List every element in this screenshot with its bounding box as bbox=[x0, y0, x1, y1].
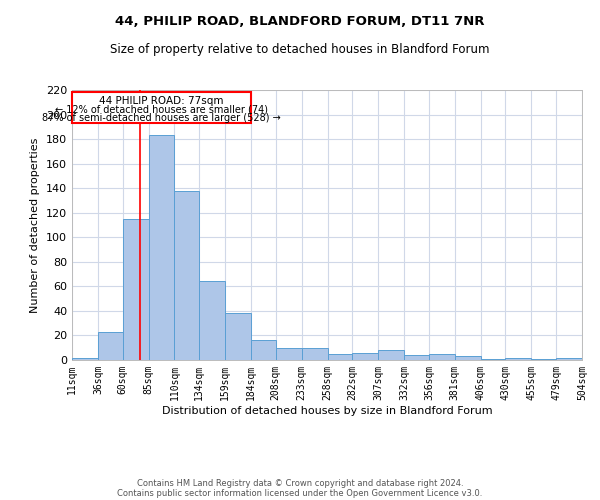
Text: 44 PHILIP ROAD: 77sqm: 44 PHILIP ROAD: 77sqm bbox=[99, 96, 224, 106]
Text: ← 12% of detached houses are smaller (74): ← 12% of detached houses are smaller (74… bbox=[55, 104, 268, 115]
Bar bbox=[98, 332, 122, 360]
Bar bbox=[175, 190, 199, 360]
Bar bbox=[505, 358, 532, 360]
Bar bbox=[72, 358, 98, 360]
Bar bbox=[481, 359, 505, 360]
Bar bbox=[302, 348, 328, 360]
Bar bbox=[404, 355, 429, 360]
Text: Size of property relative to detached houses in Blandford Forum: Size of property relative to detached ho… bbox=[110, 42, 490, 56]
Bar bbox=[352, 352, 378, 360]
Bar bbox=[72, 92, 251, 123]
Bar bbox=[225, 314, 251, 360]
Bar bbox=[532, 359, 556, 360]
Bar bbox=[149, 136, 175, 360]
Text: 44, PHILIP ROAD, BLANDFORD FORUM, DT11 7NR: 44, PHILIP ROAD, BLANDFORD FORUM, DT11 7… bbox=[115, 15, 485, 28]
Bar bbox=[556, 358, 582, 360]
Y-axis label: Number of detached properties: Number of detached properties bbox=[31, 138, 40, 312]
X-axis label: Distribution of detached houses by size in Blandford Forum: Distribution of detached houses by size … bbox=[161, 406, 493, 415]
Bar bbox=[429, 354, 455, 360]
Text: 87% of semi-detached houses are larger (528) →: 87% of semi-detached houses are larger (… bbox=[42, 113, 281, 123]
Bar bbox=[251, 340, 276, 360]
Text: Contains HM Land Registry data © Crown copyright and database right 2024.: Contains HM Land Registry data © Crown c… bbox=[137, 478, 463, 488]
Bar bbox=[199, 282, 225, 360]
Bar bbox=[378, 350, 404, 360]
Bar bbox=[328, 354, 352, 360]
Bar bbox=[122, 219, 149, 360]
Bar bbox=[276, 348, 302, 360]
Text: Contains public sector information licensed under the Open Government Licence v3: Contains public sector information licen… bbox=[118, 488, 482, 498]
Bar bbox=[455, 356, 481, 360]
